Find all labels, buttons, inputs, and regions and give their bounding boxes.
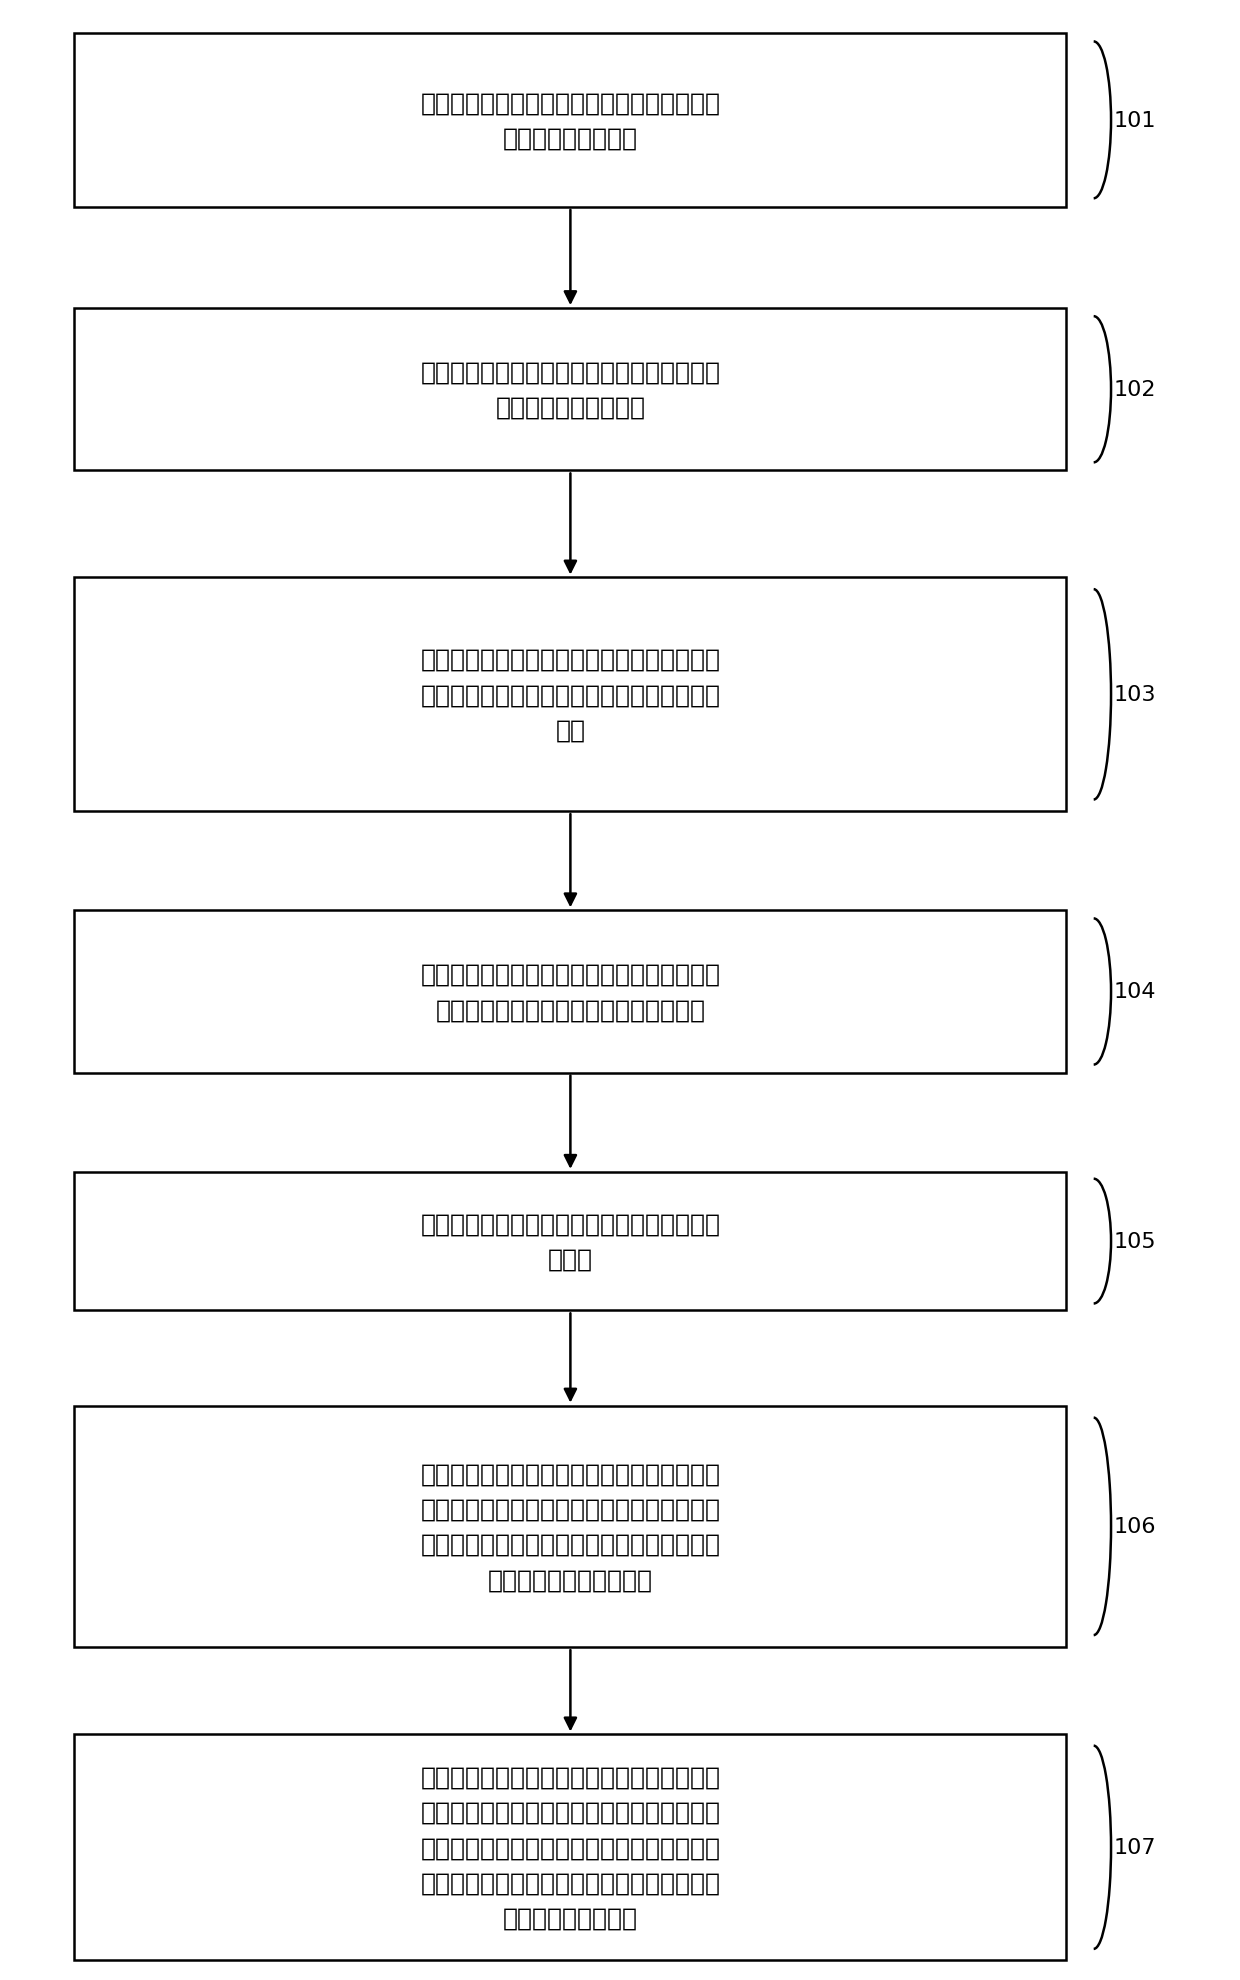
- Text: 104: 104: [1114, 982, 1156, 1002]
- Text: 获取待测城市内设定检测点、设定连续时间段
的混杂车辆振动信号: 获取待测城市内设定检测点、设定连续时间段 的混杂车辆振动信号: [420, 91, 720, 150]
- Bar: [74, 1734, 1066, 1960]
- Text: 105: 105: [1114, 1232, 1156, 1251]
- Bar: [74, 578, 1066, 812]
- Text: 107: 107: [1114, 1837, 1156, 1857]
- Text: 分别对不同振动类型的振动信号进行经验模态
分解，得到不同频率成分的经验模态函数: 分别对不同振动类型的振动信号进行经验模态 分解，得到不同频率成分的经验模态函数: [420, 962, 720, 1022]
- Bar: [74, 911, 1066, 1073]
- Text: 101: 101: [1114, 111, 1156, 131]
- Text: 对去噪后的混杂车辆振动信号采用自适应梯度
算法进行盲源分离，得到不同振动类型的振动
信号: 对去噪后的混杂车辆振动信号采用自适应梯度 算法进行盲源分离，得到不同振动类型的振…: [420, 647, 720, 742]
- Text: 根据待测城市内设定检测点处设定连续时间段
内不同类型车辆的通过数据，利用最小二乘支
持向量机方法进行预测，得到待测城市内设定
检测点处，设定连续时间段的下一时段: 根据待测城市内设定检测点处设定连续时间段 内不同类型车辆的通过数据，利用最小二乘…: [420, 1764, 720, 1930]
- Bar: [74, 309, 1066, 471]
- Text: 103: 103: [1114, 685, 1156, 705]
- Text: 采用最小二乘支持向量机方法对归一化处理后
的不同频率成分的经验模态函数进行分类，得
到待测城市内设定检测点处设定连续时间段内
不同类型车辆的通过数据: 采用最小二乘支持向量机方法对归一化处理后 的不同频率成分的经验模态函数进行分类，…: [420, 1461, 720, 1592]
- Bar: [74, 1172, 1066, 1311]
- Bar: [74, 34, 1066, 208]
- Bar: [74, 1406, 1066, 1647]
- Text: 对混杂车辆振动信号进行滤波去噪，得到去噪
后的混杂车辆振动信号: 对混杂车辆振动信号进行滤波去噪，得到去噪 后的混杂车辆振动信号: [420, 360, 720, 420]
- Text: 102: 102: [1114, 380, 1156, 400]
- Text: 106: 106: [1114, 1517, 1156, 1536]
- Text: 对所述不同频率成分的经验模态函数进行归一
化处理: 对所述不同频率成分的经验模态函数进行归一 化处理: [420, 1212, 720, 1271]
